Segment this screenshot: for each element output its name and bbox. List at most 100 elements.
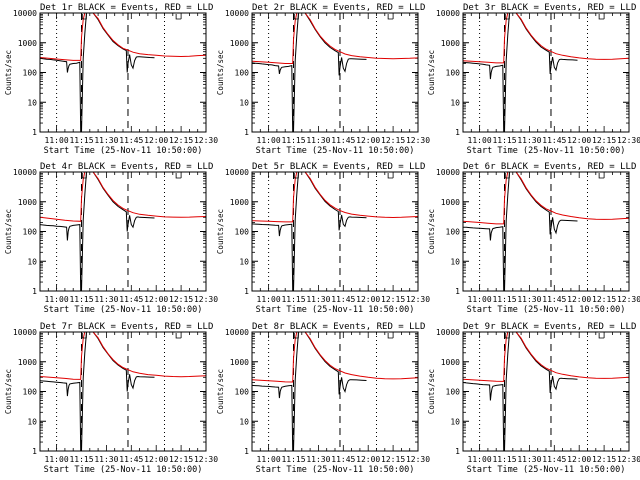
y-axis-label: Counts/sec <box>427 369 436 414</box>
saturation-marker <box>81 173 87 179</box>
y-tick-label: 1000 <box>18 198 37 207</box>
saturation-marker <box>293 333 299 339</box>
y-tick-label: 10 <box>239 257 249 266</box>
x-tick-label: 11:00 <box>468 295 492 304</box>
x-tick-label: 12:30 <box>194 136 218 145</box>
y-tick-label: 10000 <box>436 9 460 18</box>
events-series-line <box>40 332 155 451</box>
lld-series-line <box>463 172 629 225</box>
y-tick-label: 1 <box>455 287 460 296</box>
x-tick-label: 11:15 <box>492 295 516 304</box>
y-tick-label: 100 <box>235 388 250 397</box>
y-axis-label: Counts/sec <box>216 369 225 414</box>
x-tick-label: 12:15 <box>381 136 405 145</box>
plot-frame <box>39 331 207 452</box>
events-series-line <box>463 13 578 132</box>
y-tick-label: 1 <box>32 287 37 296</box>
y-tick-label: 100 <box>23 228 38 237</box>
x-tick-label: 12:30 <box>617 295 640 304</box>
events-series-line <box>463 172 578 291</box>
y-tick-label: 10 <box>239 417 249 426</box>
events-series-line <box>463 332 578 451</box>
events-series-line <box>40 172 155 291</box>
saturation-marker <box>81 333 87 339</box>
x-tick-label: 11:00 <box>45 455 69 464</box>
y-tick-label: 10000 <box>436 328 460 337</box>
x-tick-label: 12:15 <box>592 295 616 304</box>
y-tick-label: 100 <box>446 388 461 397</box>
y-tick-label: 1000 <box>441 198 460 207</box>
saturation-marker <box>504 333 510 339</box>
plot-frame <box>462 171 630 292</box>
x-tick-label: 11:15 <box>281 295 305 304</box>
panel-title: Det 3r BLACK = Events, RED = LLD <box>463 3 636 13</box>
x-tick-label: 12:15 <box>381 295 405 304</box>
x-axis-label: Start Time (25-Nov-11 10:50:00) <box>467 465 626 475</box>
x-tick-label: 11:00 <box>257 136 281 145</box>
x-tick-label: 11:30 <box>94 295 118 304</box>
x-tick-label: 12:00 <box>144 136 168 145</box>
y-tick-label: 1 <box>455 128 460 137</box>
x-tick-label: 11:30 <box>306 136 330 145</box>
x-tick-label: 11:15 <box>69 295 93 304</box>
x-tick-label: 12:30 <box>617 136 640 145</box>
plot-frame <box>39 171 207 292</box>
y-tick-label: 1000 <box>230 198 249 207</box>
y-tick-label: 10 <box>450 257 460 266</box>
y-tick-label: 100 <box>235 228 250 237</box>
x-tick-label: 11:30 <box>94 455 118 464</box>
y-tick-label: 100 <box>23 69 38 78</box>
x-tick-label: 12:00 <box>567 455 591 464</box>
x-tick-label: 12:30 <box>406 295 430 304</box>
y-tick-label: 1000 <box>441 39 460 48</box>
lld-series-line <box>252 172 418 223</box>
x-tick-label: 12:15 <box>381 455 405 464</box>
x-tick-label: 11:00 <box>45 136 69 145</box>
y-tick-label: 10 <box>450 98 460 107</box>
events-series-line <box>252 172 367 291</box>
saturation-marker <box>81 14 87 20</box>
y-axis-label: Counts/sec <box>216 50 225 95</box>
panel-title: Det 4r BLACK = Events, RED = LLD <box>40 162 213 172</box>
y-tick-label: 10000 <box>225 328 249 337</box>
x-tick-label: 11:00 <box>468 455 492 464</box>
x-tick-label: 12:00 <box>356 455 380 464</box>
y-axis-label: Counts/sec <box>4 209 13 254</box>
x-tick-label: 11:15 <box>492 136 516 145</box>
x-tick-label: 11:30 <box>306 455 330 464</box>
detector-panel-4: Det 4r BLACK = Events, RED = LLD Start Ti… <box>4 162 218 315</box>
saturation-marker <box>293 14 299 20</box>
x-tick-label: 11:30 <box>306 295 330 304</box>
detector-panel-8: Det 8r BLACK = Events, RED = LLD Start Ti… <box>216 322 430 475</box>
y-tick-label: 1 <box>244 128 249 137</box>
panel-title: Det 7r BLACK = Events, RED = LLD <box>40 322 213 332</box>
y-tick-label: 100 <box>446 69 461 78</box>
lld-series-line <box>40 172 206 222</box>
x-tick-label: 12:00 <box>144 295 168 304</box>
events-series-line <box>252 332 367 451</box>
y-tick-label: 10000 <box>13 9 37 18</box>
y-tick-label: 1000 <box>18 358 37 367</box>
panel-title: Det 5r BLACK = Events, RED = LLD <box>252 162 425 172</box>
saturation-marker <box>175 14 182 20</box>
events-series-line <box>252 13 367 132</box>
y-tick-label: 1000 <box>441 358 460 367</box>
detector-panel-9: Det 9r BLACK = Events, RED = LLD Start Ti… <box>427 322 640 475</box>
x-tick-label: 12:15 <box>592 455 616 464</box>
x-tick-label: 11:30 <box>517 136 541 145</box>
y-tick-label: 10 <box>27 417 37 426</box>
saturation-marker <box>175 173 182 179</box>
detector-panel-2: Det 2r BLACK = Events, RED = LLD Start Ti… <box>216 3 430 156</box>
x-tick-label: 12:15 <box>169 295 193 304</box>
plot-frame <box>251 331 419 452</box>
y-tick-label: 1 <box>455 447 460 456</box>
x-tick-label: 11:00 <box>45 295 69 304</box>
detector-panel-5: Det 5r BLACK = Events, RED = LLD Start Ti… <box>216 162 430 315</box>
x-tick-label: 11:00 <box>257 295 281 304</box>
detector-panel-1: Det 1r BLACK = Events, RED = LLD Start Ti… <box>4 3 218 156</box>
x-tick-label: 12:00 <box>567 136 591 145</box>
x-tick-label: 12:00 <box>356 295 380 304</box>
detector-panel-6: Det 6r BLACK = Events, RED = LLD Start Ti… <box>427 162 640 315</box>
plot-frame <box>462 331 630 452</box>
